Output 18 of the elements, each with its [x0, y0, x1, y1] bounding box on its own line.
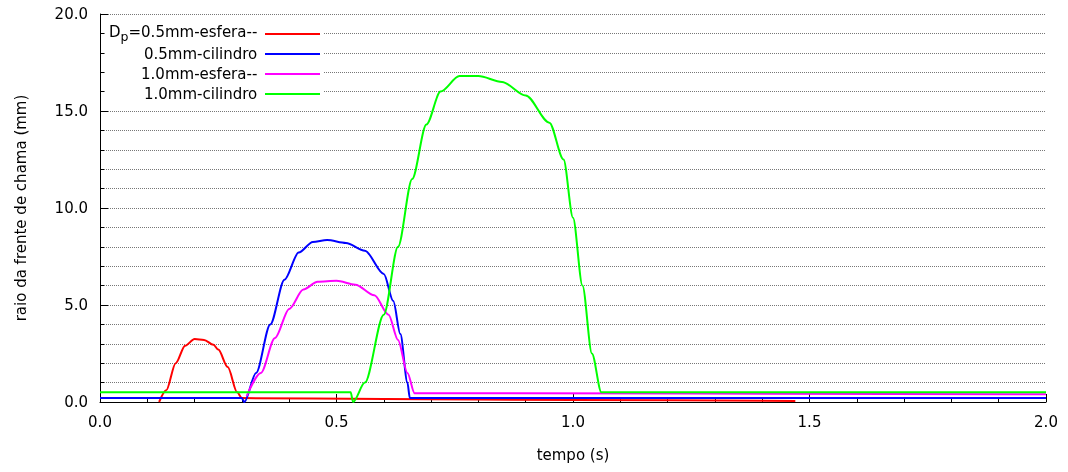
legend-label: 1.0mm-esfera--: [141, 64, 258, 84]
y-tick-label: 10.0: [54, 199, 88, 217]
y-tick-label: 0.0: [64, 393, 88, 411]
x-tick-label: 2.0: [1034, 412, 1058, 431]
y-tick-label: 5.0: [64, 296, 88, 314]
line-series: [158, 337, 797, 403]
y-axis-title: raio da frente de chama (mm): [11, 94, 30, 322]
legend-label: 1.0mm-cilindro: [144, 84, 258, 104]
x-tick-label: 0.0: [88, 412, 112, 431]
line-series: [245, 279, 1047, 398]
x-tick-label: 0.5: [324, 412, 349, 431]
y-tick-label: 20.0: [54, 5, 88, 23]
x-tick-label: 1.0: [561, 412, 585, 431]
legend-label: D$_{p}$=0.5mm-esfera--: [109, 21, 258, 46]
x-tick-label: 1.5: [797, 412, 822, 431]
legend-label: 0.5mm-cilindro: [144, 44, 258, 64]
x-axis-title: tempo (s): [536, 445, 610, 464]
y-tick-label: 15.0: [54, 102, 88, 120]
